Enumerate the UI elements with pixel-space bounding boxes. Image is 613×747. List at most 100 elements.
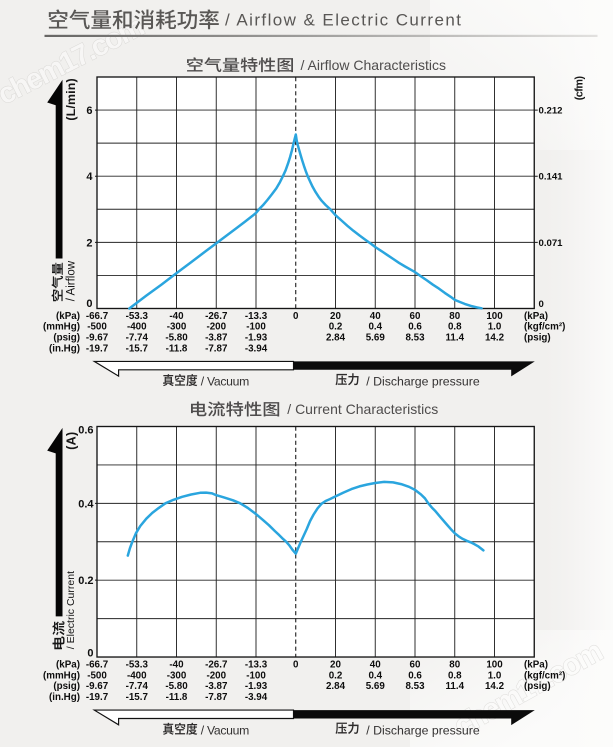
svg-text:8.53: 8.53 [405, 333, 425, 344]
svg-text:0.2: 0.2 [329, 322, 343, 333]
svg-text:/ Discharge pressure: / Discharge pressure [366, 375, 480, 389]
svg-text:-15.7: -15.7 [126, 343, 149, 354]
svg-text:/ Current Characteristics: / Current Characteristics [287, 401, 438, 417]
svg-text:/ Discharge pressure: / Discharge pressure [366, 723, 480, 737]
svg-text:-200: -200 [206, 670, 226, 681]
svg-text:-11.8: -11.8 [166, 692, 188, 703]
svg-text:40: 40 [370, 311, 381, 322]
svg-text:100: 100 [486, 660, 503, 671]
svg-text:4: 4 [86, 171, 93, 183]
svg-text:(kgf/cm²): (kgf/cm²) [524, 322, 565, 333]
svg-text:5.69: 5.69 [366, 681, 386, 692]
svg-text:(kPa): (kPa) [56, 660, 80, 671]
svg-text:-3.87: -3.87 [205, 333, 228, 344]
svg-text:0: 0 [87, 648, 93, 660]
svg-text:-13.3: -13.3 [245, 660, 268, 671]
svg-text:(kgf/cm²): (kgf/cm²) [524, 670, 565, 681]
svg-text:-100: -100 [246, 322, 266, 333]
svg-text:-3.94: -3.94 [245, 343, 268, 354]
svg-text:-40: -40 [169, 660, 184, 671]
svg-text:-1.93: -1.93 [245, 681, 268, 692]
svg-text:-11.8: -11.8 [166, 343, 188, 354]
svg-text:0: 0 [293, 660, 299, 671]
svg-text:1.0: 1.0 [488, 670, 502, 681]
svg-text:(kPa): (kPa) [524, 660, 548, 671]
svg-text:-300: -300 [167, 322, 187, 333]
svg-text:(cfm): (cfm) [573, 76, 585, 101]
svg-text:60: 60 [410, 660, 421, 671]
svg-text:0.6: 0.6 [408, 670, 422, 681]
svg-text:0.2: 0.2 [329, 670, 343, 681]
svg-text:14.2: 14.2 [485, 333, 505, 344]
svg-text:0.4: 0.4 [368, 322, 382, 333]
svg-text:2.84: 2.84 [326, 333, 346, 344]
svg-text:0.8: 0.8 [448, 322, 462, 333]
svg-text:(psig): (psig) [53, 333, 80, 344]
svg-text:-66.7: -66.7 [86, 311, 109, 322]
svg-text:-19.7: -19.7 [86, 692, 109, 703]
svg-text:-5.80: -5.80 [165, 333, 188, 344]
svg-text:-26.7: -26.7 [205, 660, 228, 671]
svg-text:(kPa): (kPa) [524, 311, 548, 322]
svg-text:-400: -400 [127, 670, 147, 681]
svg-text:-9.67: -9.67 [86, 681, 109, 692]
svg-text:-66.7: -66.7 [86, 660, 109, 671]
svg-text:0.4: 0.4 [78, 498, 94, 510]
svg-text:2: 2 [86, 237, 92, 249]
svg-text:-3.94: -3.94 [245, 692, 268, 703]
svg-text:(mmHg): (mmHg) [43, 670, 80, 681]
svg-text:/ Vacuum: / Vacuum [201, 375, 250, 389]
svg-text:11.4: 11.4 [445, 681, 464, 692]
svg-text:0: 0 [539, 299, 544, 310]
svg-text:-26.7: -26.7 [205, 311, 228, 322]
svg-text:(in.Hg): (in.Hg) [49, 343, 80, 354]
svg-text:0.141: 0.141 [539, 172, 564, 183]
svg-text:(kPa): (kPa) [56, 311, 80, 322]
svg-text:-100: -100 [246, 670, 266, 681]
svg-text:/ Airflow & Electric Current: / Airflow & Electric Current [225, 10, 461, 29]
svg-text:-200: -200 [206, 322, 226, 333]
svg-text:-7.87: -7.87 [205, 692, 228, 703]
svg-text:/ Vacuum: / Vacuum [201, 723, 250, 737]
svg-text:-15.7: -15.7 [126, 692, 149, 703]
svg-text:-5.80: -5.80 [165, 681, 188, 692]
svg-text:0.8: 0.8 [448, 670, 462, 681]
svg-text:/ Electric Current: / Electric Current [65, 571, 77, 649]
svg-text:2.84: 2.84 [326, 681, 346, 692]
svg-text:(A): (A) [65, 432, 79, 450]
svg-text:/ Airflow: / Airflow [66, 260, 78, 301]
svg-text:100: 100 [486, 311, 503, 322]
svg-text:-9.67: -9.67 [86, 333, 109, 344]
svg-text:0: 0 [293, 311, 299, 322]
svg-text:-7.74: -7.74 [126, 333, 149, 344]
svg-text:80: 80 [449, 660, 460, 671]
svg-text:11.4: 11.4 [445, 333, 464, 344]
svg-text:6: 6 [86, 105, 92, 117]
svg-text:(psig): (psig) [524, 333, 551, 344]
svg-text:0.6: 0.6 [78, 424, 93, 436]
svg-text:20: 20 [330, 311, 341, 322]
svg-text:(mmHg): (mmHg) [43, 322, 80, 333]
svg-text:/ Airflow Characteristics: / Airflow Characteristics [301, 57, 446, 73]
svg-text:-7.87: -7.87 [205, 343, 228, 354]
svg-text:60: 60 [410, 311, 421, 322]
svg-text:-300: -300 [167, 670, 187, 681]
svg-text:0.6: 0.6 [408, 322, 422, 333]
svg-text:-53.3: -53.3 [126, 660, 149, 671]
svg-text:-53.3: -53.3 [126, 311, 149, 322]
svg-text:8.53: 8.53 [405, 681, 425, 692]
svg-text:14.2: 14.2 [485, 681, 505, 692]
svg-text:5.69: 5.69 [366, 333, 386, 344]
svg-text:(L/min): (L/min) [64, 78, 78, 120]
svg-text:0.212: 0.212 [539, 106, 563, 117]
svg-text:80: 80 [449, 311, 460, 322]
svg-text:-19.7: -19.7 [86, 343, 109, 354]
svg-text:1.0: 1.0 [488, 322, 502, 333]
svg-text:-500: -500 [87, 322, 107, 333]
svg-text:(psig): (psig) [524, 681, 551, 692]
svg-text:0.071: 0.071 [539, 238, 564, 249]
svg-text:-400: -400 [127, 322, 147, 333]
svg-text:(psig): (psig) [53, 681, 80, 692]
svg-text:0.2: 0.2 [78, 575, 93, 587]
svg-text:-1.93: -1.93 [245, 333, 268, 344]
